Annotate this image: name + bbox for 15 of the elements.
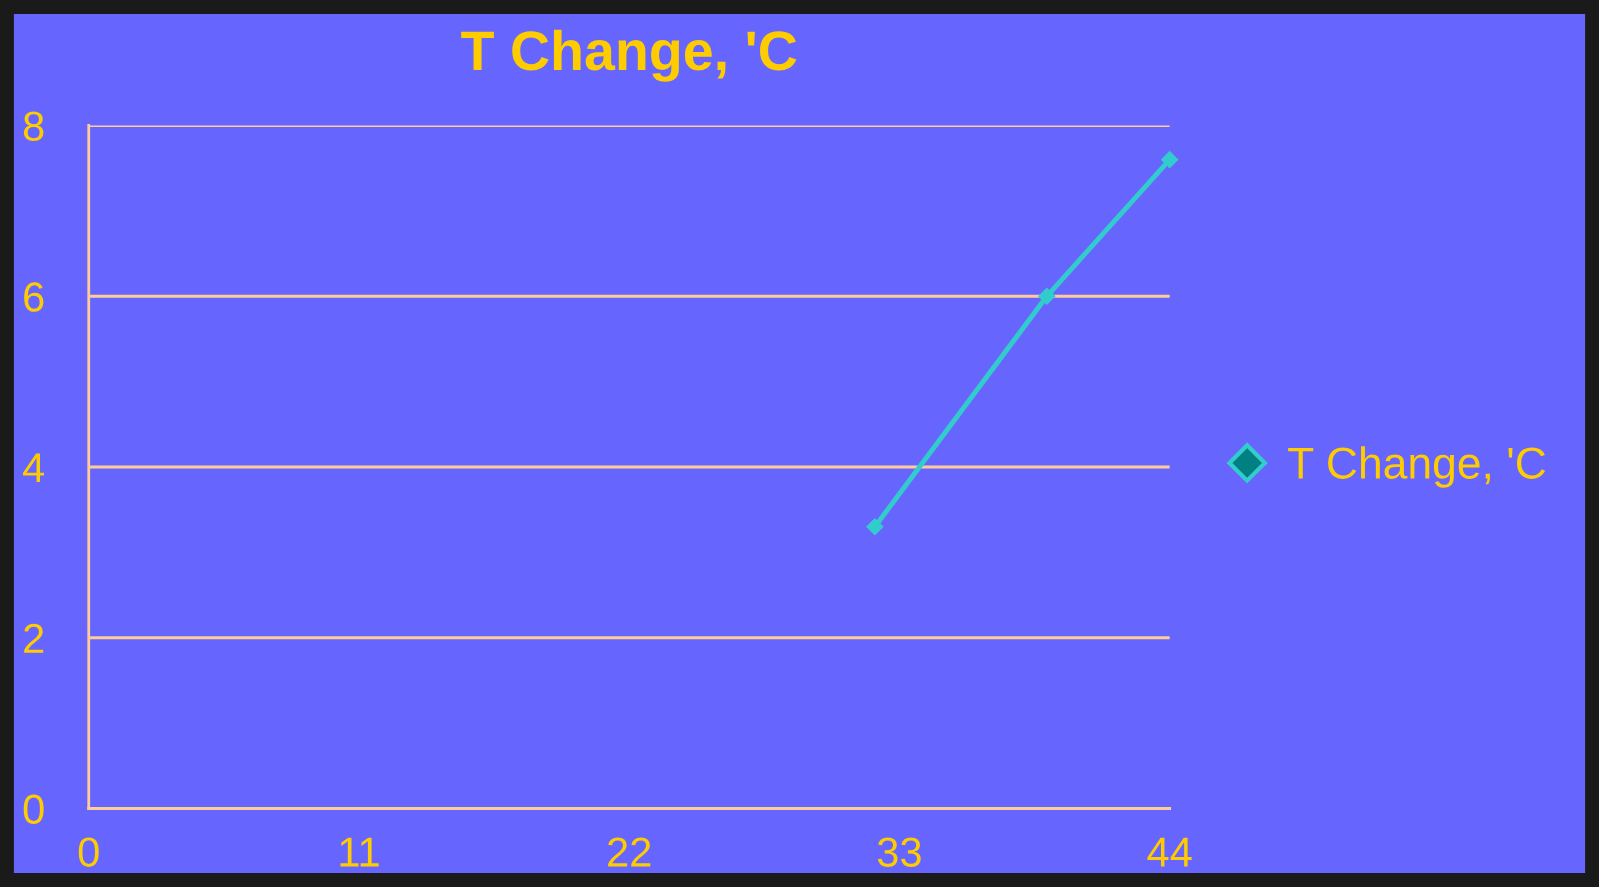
point bbox=[1038, 287, 1056, 305]
point bbox=[866, 518, 884, 536]
x-tick-label: 33 bbox=[877, 837, 921, 867]
y-tick-label: 0 bbox=[23, 794, 44, 825]
x-tick-label: 0 bbox=[78, 837, 99, 867]
y-tick-label: 2 bbox=[24, 623, 44, 653]
x-tick-label: 11 bbox=[340, 837, 379, 867]
legend-label: T Change, 'C bbox=[1288, 446, 1546, 488]
x-tick-label: 22 bbox=[608, 837, 651, 867]
point bbox=[1161, 151, 1179, 169]
x-tick-label: 44 bbox=[1147, 837, 1192, 867]
chart-title: T Change, 'C bbox=[461, 29, 797, 82]
y-tick-label: 6 bbox=[24, 282, 44, 312]
y-tick-label: 8 bbox=[23, 111, 44, 142]
y-tick-label: 4 bbox=[23, 453, 45, 483]
